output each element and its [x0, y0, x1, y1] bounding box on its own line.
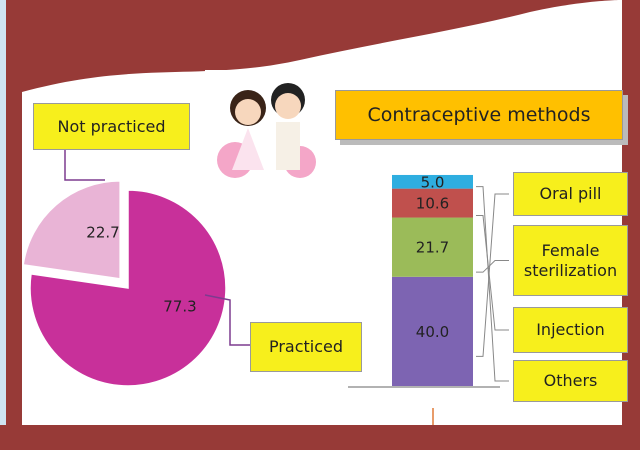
- bar-value-label: 5.0: [421, 173, 445, 191]
- legend-entry: Injection: [513, 307, 628, 353]
- bar-value-label: 21.7: [416, 239, 449, 257]
- category-label: Not practiced: [33, 103, 190, 150]
- legend-entry: Female sterilization: [513, 225, 628, 296]
- bar-segment: [392, 188, 473, 218]
- pie-value-label: 77.3: [163, 298, 196, 316]
- bride-dress: [232, 128, 264, 170]
- left-strip: [0, 0, 6, 450]
- leader-line: [476, 215, 509, 331]
- bar-value-label: 40.0: [416, 323, 449, 341]
- groom-face: [275, 93, 301, 119]
- leader-line: [64, 150, 105, 181]
- bar-segment: [392, 276, 473, 386]
- chart-title: Contraceptive methods: [335, 90, 623, 140]
- bar-segment: [392, 174, 473, 189]
- legend-entry: Oral pill: [513, 172, 628, 216]
- footer-band: [0, 425, 640, 450]
- bar-segment: [392, 217, 473, 277]
- couple-picture: [205, 70, 325, 185]
- bride-face: [235, 99, 261, 125]
- pie-slice: [29, 189, 227, 387]
- pie-value-label: 22.7: [86, 224, 119, 242]
- category-label: Practiced: [250, 322, 362, 372]
- bar-value-label: 10.6: [416, 195, 449, 213]
- legend-entry: Others: [513, 360, 628, 402]
- groom-suit: [276, 122, 300, 170]
- leader-line: [204, 294, 250, 346]
- pie-slice: [22, 180, 121, 280]
- leader-line: [476, 260, 509, 273]
- leader-line: [476, 186, 509, 382]
